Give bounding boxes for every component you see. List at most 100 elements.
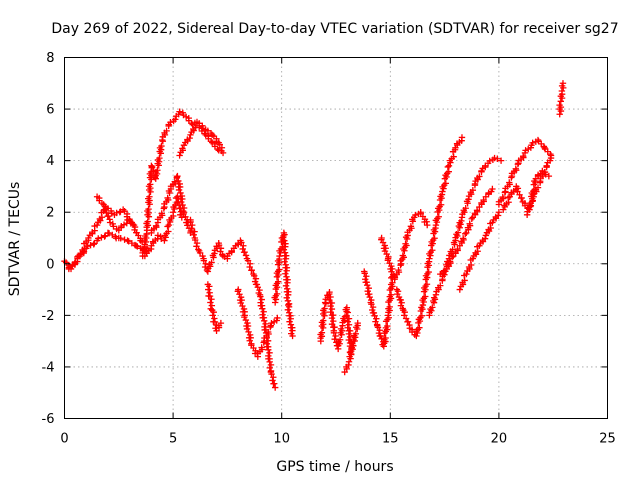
trace-point <box>459 235 467 242</box>
trace-point <box>330 317 337 325</box>
x-tick-label: 10 <box>273 432 290 447</box>
x-axis-label: GPS time / hours <box>276 459 393 475</box>
trace-point <box>259 305 266 312</box>
trace-point <box>284 306 292 314</box>
trace-point <box>398 299 405 306</box>
trace-point <box>273 290 281 298</box>
trace-point <box>201 130 208 137</box>
trace-point <box>435 213 442 220</box>
trace-point <box>113 209 120 217</box>
y-tick-label: 6 <box>46 103 54 118</box>
trace-point <box>267 361 275 369</box>
data-point <box>354 319 361 327</box>
trace-point <box>329 311 337 319</box>
y-tick-label: 4 <box>46 154 54 169</box>
trace-point <box>336 336 344 343</box>
trace-point <box>476 173 483 180</box>
trace-point <box>84 242 91 250</box>
x-tick-label: 15 <box>382 432 399 447</box>
trace-point <box>466 220 473 227</box>
data-point <box>456 286 464 293</box>
trace-point <box>289 327 296 334</box>
trace-point <box>259 314 267 321</box>
trace-point <box>458 217 465 225</box>
plot-frame <box>64 57 608 419</box>
trace-point <box>205 286 212 293</box>
trace-point <box>363 273 370 280</box>
trace-point <box>175 195 182 202</box>
trace-point <box>345 315 353 322</box>
trace-point <box>208 296 215 303</box>
trace-point <box>388 262 395 270</box>
trace-point <box>283 294 290 302</box>
trace-point <box>186 134 193 142</box>
trace-point <box>287 324 295 331</box>
trace-point <box>429 304 436 311</box>
trace-point <box>422 293 429 300</box>
trace-point <box>494 212 502 219</box>
trace-point <box>345 330 353 338</box>
trace-point <box>116 209 123 216</box>
trace-point <box>141 243 148 251</box>
trace-point <box>207 138 215 145</box>
chart-title: Day 269 of 2022, Sidereal Day-to-day VTE… <box>51 21 618 37</box>
trace-point <box>328 305 336 313</box>
data-point <box>289 332 296 340</box>
trace-point <box>101 233 108 240</box>
data-point <box>545 172 553 180</box>
trace-point <box>376 327 383 334</box>
trace-point <box>346 327 354 335</box>
trace-point <box>164 223 171 230</box>
trace-point <box>178 208 185 215</box>
trace-point <box>318 329 326 336</box>
trace-point <box>265 346 272 354</box>
trace-point <box>556 101 563 109</box>
trace-point <box>449 253 456 261</box>
y-axis-label: SDTVAR / TECUs <box>7 182 23 297</box>
trace-point <box>320 317 327 324</box>
y-tick-label: 0 <box>46 257 54 272</box>
trace-point <box>262 320 269 328</box>
trace-point <box>494 155 501 162</box>
trace-point <box>207 299 214 306</box>
trace-point <box>366 293 373 301</box>
trace-point <box>440 268 447 275</box>
trace-point <box>389 265 396 273</box>
data-markers <box>61 80 567 391</box>
trace-point <box>144 218 151 225</box>
trace-point <box>206 292 214 300</box>
trace-point <box>382 334 389 342</box>
trace-point <box>387 291 395 298</box>
trace-point <box>280 246 288 253</box>
trace-point <box>264 328 272 336</box>
trace-point <box>207 305 214 313</box>
trace-point <box>270 380 277 387</box>
trace-point <box>431 235 438 242</box>
trace-point <box>237 294 245 301</box>
trace-point <box>265 355 272 363</box>
trace-point <box>394 288 402 295</box>
trace-point <box>504 194 512 201</box>
trace-point <box>462 205 469 212</box>
trace-point <box>248 267 255 274</box>
trace-point <box>407 223 415 230</box>
trace-point <box>444 163 452 171</box>
trace-point <box>399 252 407 259</box>
data-point <box>219 149 227 157</box>
trace-point <box>286 312 293 319</box>
trace-point <box>257 293 264 300</box>
trace-point <box>281 258 288 265</box>
trace-point <box>189 221 196 229</box>
trace-point <box>327 293 334 301</box>
data-point <box>274 314 281 322</box>
data-point <box>93 221 101 229</box>
trace-point <box>209 312 216 319</box>
trace-point <box>95 235 102 242</box>
trace-point <box>270 374 277 381</box>
trace-point <box>326 290 333 298</box>
trace-point <box>87 242 94 249</box>
trace-point <box>266 358 273 366</box>
trace-point <box>389 279 396 286</box>
data-point <box>559 80 567 87</box>
